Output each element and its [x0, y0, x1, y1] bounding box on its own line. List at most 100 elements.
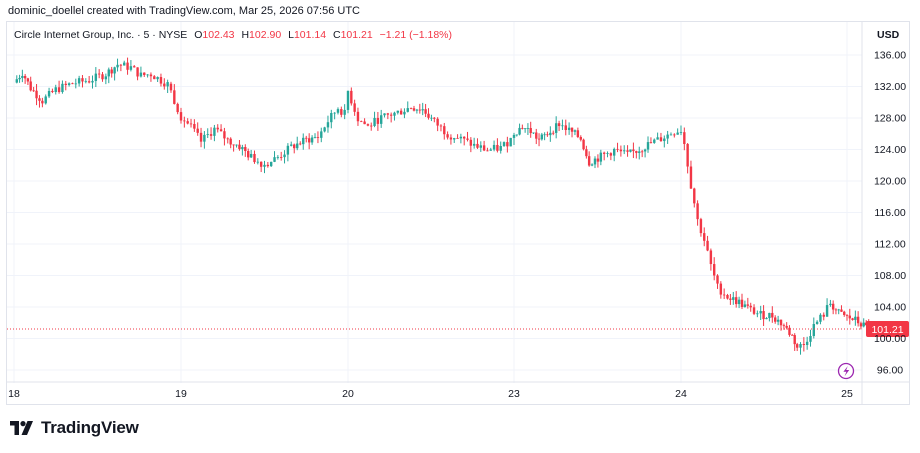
tradingview-logo[interactable]: TradingView: [10, 418, 139, 438]
candle-body: [29, 81, 32, 91]
chart-frame: [6, 21, 910, 405]
candle-body: [492, 144, 496, 150]
candle-body: [716, 275, 719, 284]
candle-body: [101, 74, 104, 80]
x-tick-label: 25: [841, 388, 853, 400]
candle-body: [126, 62, 129, 70]
candle-body: [743, 304, 747, 307]
open-value: 102.43: [202, 29, 235, 41]
candle-body: [241, 147, 244, 150]
candle-body: [756, 313, 759, 315]
candle-body: [35, 90, 38, 99]
time-axis: 18 19 20 23 24 25: [8, 388, 853, 400]
candle-body: [815, 321, 819, 324]
candle-body: [91, 80, 94, 83]
candle-body: [706, 240, 709, 251]
candle-body: [280, 157, 283, 158]
close-label: C: [332, 29, 341, 41]
candle-body: [515, 134, 518, 136]
candle-body: [247, 151, 250, 158]
candle-body: [446, 134, 449, 138]
candle-body: [310, 137, 314, 143]
low-label: L: [288, 29, 294, 41]
candle-body: [829, 303, 832, 306]
candle-body: [353, 103, 356, 112]
candle-body: [862, 322, 865, 327]
candle-body: [729, 298, 732, 300]
candle-body: [256, 161, 260, 163]
candle-body: [223, 131, 226, 139]
candle-body: [496, 144, 499, 151]
candle-body: [587, 156, 591, 166]
candle-body: [799, 344, 802, 348]
candle-body: [166, 82, 169, 87]
tradingview-logo-icon: [10, 421, 33, 435]
candle-body: [463, 136, 466, 139]
candle-body: [635, 151, 638, 153]
candle-body: [64, 83, 67, 85]
candle-body: [383, 113, 386, 116]
candle-body: [323, 127, 326, 132]
candle-body: [104, 76, 108, 80]
symbol-name[interactable]: Circle Internet Group, Inc. · 5 · NYSE: [14, 29, 188, 41]
candle-body: [71, 83, 74, 85]
candle-body: [602, 152, 606, 154]
candle-body: [582, 139, 585, 150]
candle-body: [686, 144, 689, 167]
candle-body: [532, 132, 535, 134]
candle-body: [263, 164, 266, 167]
candle-body: [796, 344, 799, 348]
candle-body: [793, 335, 796, 345]
candle-body: [512, 134, 516, 138]
candle-body: [834, 309, 838, 311]
lightning-icon[interactable]: [837, 362, 855, 380]
candle-body: [110, 69, 113, 74]
brand-name: TradingView: [41, 418, 139, 437]
candle-body: [299, 143, 302, 145]
currency-label[interactable]: USD: [877, 29, 900, 41]
candle-body: [518, 127, 521, 135]
candle-body: [734, 297, 738, 305]
candle-body: [193, 123, 196, 129]
change-value: −1.21 (−1.18%): [379, 29, 453, 41]
candle-body: [843, 311, 846, 315]
candle-body: [179, 112, 183, 121]
candle-body: [421, 109, 424, 111]
x-tick-label: 23: [508, 388, 520, 400]
candle-body: [340, 109, 343, 115]
candle-body: [726, 294, 729, 299]
candle-body: [466, 138, 469, 140]
candle-body: [506, 142, 509, 147]
candle-body: [169, 83, 173, 91]
candle-body: [238, 144, 241, 150]
candle-body: [825, 305, 829, 317]
candle-body: [373, 117, 376, 126]
candle-body: [785, 325, 788, 328]
candle-body: [752, 307, 756, 314]
candle-body: [44, 96, 47, 104]
candle-body: [107, 69, 110, 77]
candle-body: [163, 83, 166, 87]
candle-body: [749, 305, 752, 308]
candle-body: [486, 150, 489, 152]
candle-body: [350, 90, 353, 104]
candle-body: [771, 312, 774, 318]
candle-body: [409, 108, 413, 109]
open-label: O: [194, 29, 203, 41]
candle-body: [343, 109, 346, 115]
y-tick-label: 120.00: [874, 176, 906, 188]
candle-body: [537, 138, 541, 140]
candle-body: [676, 132, 679, 135]
y-tick-label: 136.00: [874, 50, 906, 62]
y-tick-label: 128.00: [874, 113, 906, 125]
candle-body: [87, 81, 91, 83]
candle-body: [812, 323, 815, 337]
candle-body: [479, 145, 482, 148]
candle-body: [116, 64, 119, 68]
candle-body: [216, 127, 219, 130]
candle-body: [54, 87, 57, 92]
last-price-badge: [866, 320, 909, 337]
candle-body: [143, 72, 146, 76]
candle-body: [183, 120, 186, 122]
